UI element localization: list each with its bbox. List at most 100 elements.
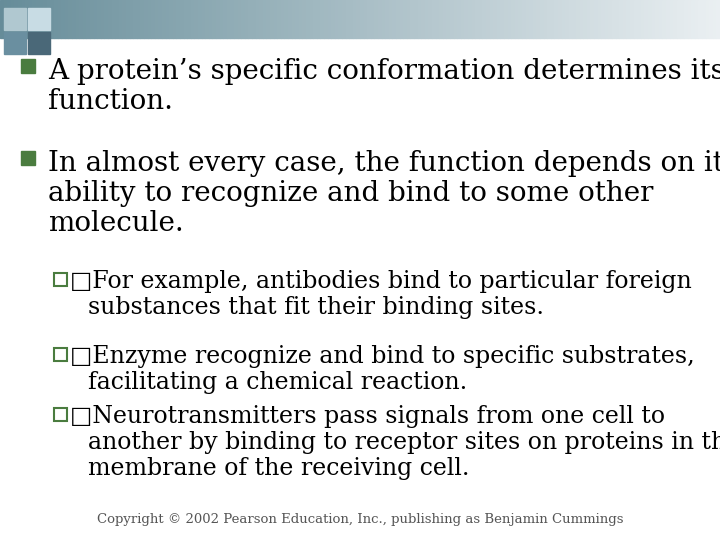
Bar (648, 0, 652, 38)
Bar (439, 0, 443, 38)
Bar (374, 0, 378, 38)
Bar (173, 0, 176, 38)
Bar (382, 0, 385, 38)
Bar (216, 0, 220, 38)
Bar (65, 0, 68, 38)
Bar (432, 0, 436, 38)
Bar (108, 0, 112, 38)
Bar (166, 0, 169, 38)
Bar (50, 0, 54, 38)
Bar (587, 0, 590, 38)
Bar (497, 0, 500, 38)
Bar (86, 0, 90, 38)
Bar (637, 0, 641, 38)
Bar (126, 0, 130, 38)
Bar (702, 0, 706, 38)
Text: □For example, antibodies bind to particular foreign: □For example, antibodies bind to particu… (70, 270, 692, 293)
Bar (104, 0, 108, 38)
Bar (184, 0, 187, 38)
Bar (565, 0, 569, 38)
Bar (252, 0, 256, 38)
Bar (713, 0, 716, 38)
Bar (68, 0, 72, 38)
Bar (612, 0, 616, 38)
Bar (673, 0, 677, 38)
Bar (97, 0, 101, 38)
Bar (540, 0, 544, 38)
Bar (223, 0, 227, 38)
Bar (76, 0, 79, 38)
Bar (641, 0, 644, 38)
Bar (659, 0, 662, 38)
Bar (634, 0, 637, 38)
Bar (378, 0, 382, 38)
Bar (90, 0, 94, 38)
Bar (410, 0, 414, 38)
Bar (43, 0, 47, 38)
Bar (421, 0, 425, 38)
Bar (32, 0, 36, 38)
Bar (53, 348, 66, 361)
Bar (274, 0, 277, 38)
Text: Copyright © 2002 Pearson Education, Inc., publishing as Benjamin Cummings: Copyright © 2002 Pearson Education, Inc.… (96, 513, 624, 526)
Bar (482, 0, 486, 38)
Bar (122, 0, 126, 38)
Bar (263, 0, 266, 38)
Bar (389, 0, 392, 38)
Bar (662, 0, 666, 38)
Bar (53, 408, 66, 421)
Bar (688, 0, 691, 38)
Bar (14, 0, 18, 38)
Bar (695, 0, 698, 38)
Bar (320, 0, 324, 38)
Bar (4, 0, 7, 38)
Bar (515, 0, 518, 38)
Bar (234, 0, 238, 38)
Bar (684, 0, 688, 38)
Bar (400, 0, 403, 38)
Bar (299, 0, 302, 38)
Bar (302, 0, 306, 38)
Bar (180, 0, 184, 38)
Bar (511, 0, 515, 38)
Bar (385, 0, 389, 38)
Bar (4, 32, 26, 54)
Bar (364, 0, 367, 38)
Bar (130, 0, 133, 38)
Bar (601, 0, 605, 38)
Bar (626, 0, 630, 38)
Bar (284, 0, 288, 38)
Bar (169, 0, 173, 38)
Bar (403, 0, 407, 38)
Bar (230, 0, 234, 38)
Bar (554, 0, 558, 38)
Bar (101, 0, 104, 38)
Bar (504, 0, 508, 38)
Bar (7, 0, 11, 38)
Bar (630, 0, 634, 38)
Bar (328, 0, 331, 38)
Bar (133, 0, 137, 38)
Bar (248, 0, 252, 38)
Bar (256, 0, 259, 38)
Bar (202, 0, 205, 38)
Bar (18, 0, 22, 38)
Bar (360, 0, 364, 38)
Bar (220, 0, 223, 38)
Bar (288, 0, 292, 38)
Bar (655, 0, 659, 38)
Bar (500, 0, 504, 38)
Bar (270, 0, 274, 38)
Bar (454, 0, 457, 38)
Bar (356, 0, 360, 38)
Bar (28, 8, 50, 30)
Bar (212, 0, 216, 38)
Bar (457, 0, 461, 38)
Bar (338, 0, 342, 38)
Bar (436, 0, 439, 38)
Bar (396, 0, 400, 38)
Bar (151, 0, 155, 38)
Bar (241, 0, 245, 38)
Bar (281, 0, 284, 38)
Bar (536, 0, 540, 38)
